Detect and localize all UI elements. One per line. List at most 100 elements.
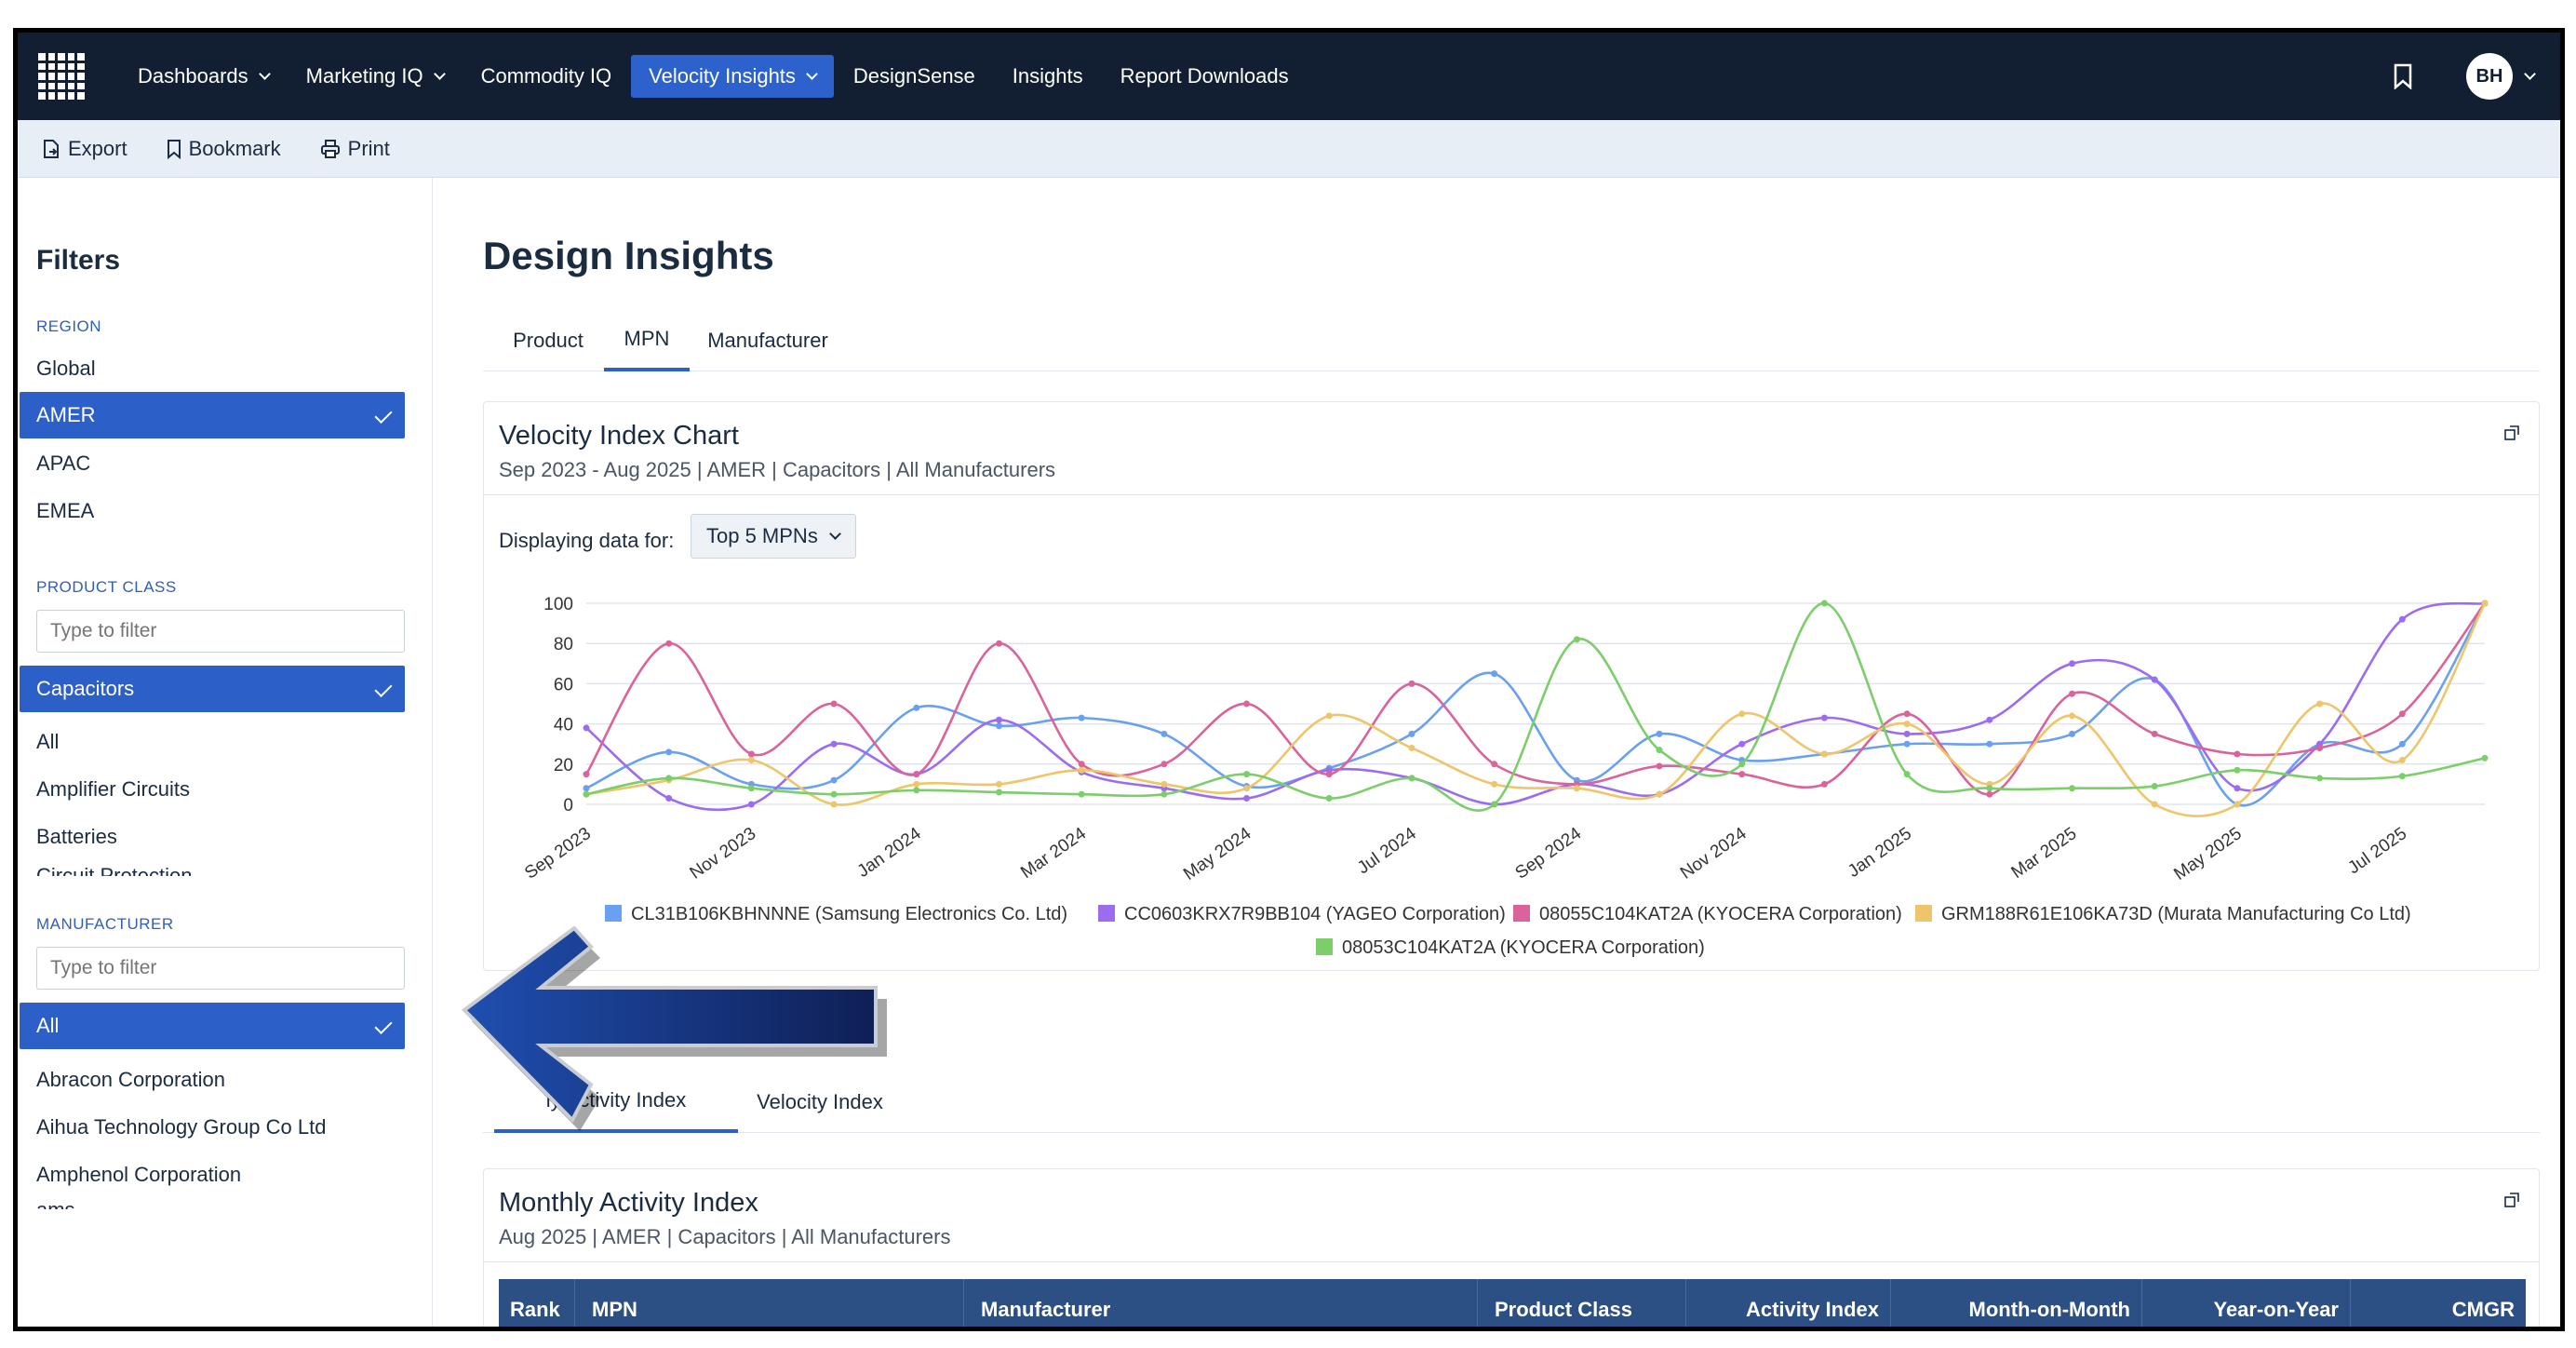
region-option-global[interactable]: Global: [36, 357, 96, 380]
export-button[interactable]: Export: [42, 137, 127, 161]
x-tick-label: May 2024: [1180, 824, 1255, 884]
manufacturer-selected-label: All: [36, 1014, 60, 1037]
nav-velocity-insights[interactable]: Velocity Insights: [631, 55, 834, 98]
region-option-apac[interactable]: APAC: [36, 452, 91, 475]
region-label: REGION: [36, 317, 102, 335]
data-point: [1738, 771, 1746, 778]
data-point: [830, 801, 838, 808]
user-avatar[interactable]: BH: [2466, 53, 2513, 100]
data-point: [1903, 710, 1911, 718]
column-header-product-class[interactable]: Product Class: [1478, 1279, 1686, 1327]
product-class-option-circuit-protection[interactable]: Circuit Protection: [36, 864, 193, 876]
nav-report-downloads[interactable]: Report Downloads: [1103, 55, 1307, 98]
legend-label: GRM188R61E106KA73D (Murata Manufacturing…: [1941, 904, 2411, 924]
column-header-mpn[interactable]: MPN: [575, 1279, 964, 1327]
chevron-down-icon: [433, 67, 446, 80]
nav-commodity-iq[interactable]: Commodity IQ: [463, 55, 630, 98]
nav-right: BH: [2394, 53, 2536, 100]
expand-icon[interactable]: [2503, 425, 2520, 441]
manufacturer-option[interactable]: Abracon Corporation: [36, 1068, 226, 1091]
card-header: Velocity Index Chart Sep 2023 - Aug 2025…: [484, 402, 2539, 495]
column-header-cmgr[interactable]: CMGR: [2451, 1298, 2515, 1321]
data-point: [1161, 730, 1168, 737]
product-class-option-batteries[interactable]: Batteries: [36, 825, 117, 848]
column-header-month-on-month[interactable]: Month-on-Month: [1891, 1279, 2142, 1327]
data-point: [747, 750, 755, 758]
data-point: [1408, 680, 1415, 687]
data-point: [2398, 740, 2406, 748]
data-point: [1078, 790, 1085, 798]
data-point: [1078, 766, 1085, 774]
x-tick-label: Mar 2025: [2008, 824, 2081, 883]
product-class-option-amplifier-circuits[interactable]: Amplifier Circuits: [36, 777, 191, 801]
manufacturer-option[interactable]: ams: [36, 1198, 75, 1209]
data-point: [1491, 780, 1498, 788]
series-line-2: [584, 602, 2487, 796]
chevron-down-icon[interactable]: [2524, 67, 2536, 80]
region-option-emea[interactable]: EMEA: [36, 499, 95, 522]
bookmark-button[interactable]: Bookmark: [167, 137, 281, 161]
column-header-activity-index[interactable]: Activity Index: [1686, 1279, 1891, 1327]
tab-product[interactable]: Product: [513, 329, 584, 352]
data-point: [2151, 676, 2158, 683]
column-header-manufacturer[interactable]: Manufacturer: [964, 1279, 1478, 1327]
data-point: [1656, 790, 1663, 798]
legend-label: CL31B106KBHNNNE (Samsung Electronics Co.…: [631, 904, 1067, 924]
data-point: [830, 740, 838, 748]
data-point: [665, 775, 673, 782]
data-point: [1408, 745, 1415, 752]
data-point: [583, 724, 590, 732]
data-point: [1161, 780, 1168, 788]
manufacturer-option[interactable]: Amphenol Corporation: [36, 1163, 242, 1186]
x-tick-label: May 2025: [2170, 824, 2245, 884]
nav-designsense[interactable]: DesignSense: [836, 55, 993, 98]
nav-dashboards[interactable]: Dashboards: [120, 55, 287, 98]
data-point: [913, 704, 920, 711]
x-tick-label: Sep 2023: [521, 824, 595, 883]
export-icon: [44, 139, 59, 158]
y-tick-label: 100: [543, 595, 573, 614]
printer-icon: [320, 139, 340, 158]
column-header-year-on-year[interactable]: Year-on-Year: [2142, 1279, 2351, 1327]
region-option-amer-selected[interactable]: AMER: [20, 392, 405, 438]
data-point: [2234, 801, 2241, 808]
print-button[interactable]: Print: [320, 137, 390, 161]
manufacturer-filter-input[interactable]: [36, 947, 405, 990]
product-class-label: PRODUCT CLASS: [36, 578, 177, 596]
data-point: [995, 722, 1002, 730]
velocity-line-chart: 0 20 40 60 80 100 Sep 2023 Nov 2023 Jan 2024 Mar …: [521, 595, 2489, 958]
expand-icon[interactable]: [2503, 1192, 2520, 1208]
data-point: [1573, 636, 1580, 643]
check-icon: [374, 405, 393, 425]
data-point: [747, 785, 755, 792]
data-point: [913, 771, 920, 778]
nav-insights[interactable]: Insights: [995, 55, 1101, 98]
data-point: [1161, 790, 1168, 798]
nav-label: Report Downloads: [1120, 64, 1289, 88]
data-point: [1325, 771, 1333, 778]
manufacturer-option[interactable]: Aihua Technology Group Co Ltd: [36, 1115, 327, 1139]
card-title: Monthly Activity Index: [499, 1188, 758, 1218]
chevron-down-icon: [806, 67, 818, 80]
manufacturer-all-selected[interactable]: All: [20, 1003, 405, 1049]
x-tick-label: Sep 2024: [1512, 824, 1586, 883]
data-point: [2069, 730, 2076, 737]
data-point: [1738, 710, 1746, 718]
data-point: [2398, 615, 2406, 623]
column-header-rank[interactable]: Rank: [499, 1279, 575, 1327]
data-point: [1491, 801, 1498, 808]
nav-marketing-iq[interactable]: Marketing IQ: [288, 55, 462, 98]
x-tick-label: Nov 2024: [1677, 824, 1751, 883]
product-class-capacitors-selected[interactable]: Capacitors: [20, 666, 405, 712]
product-class-option-all[interactable]: All: [36, 730, 60, 753]
display-mpn-select[interactable]: Top 5 MPNs: [691, 514, 856, 559]
tab-manufacturer[interactable]: Manufacturer: [707, 329, 828, 352]
data-point: [1243, 795, 1251, 802]
data-point: [2151, 730, 2158, 737]
bookmark-icon[interactable]: [2394, 63, 2412, 89]
tab-velocity-index[interactable]: Velocity Index: [757, 1090, 883, 1113]
y-tick-label: 80: [554, 635, 573, 654]
tab-mpn[interactable]: MPN: [604, 310, 690, 371]
app-logo-icon[interactable]: [38, 53, 85, 100]
product-class-filter-input[interactable]: [36, 610, 405, 653]
